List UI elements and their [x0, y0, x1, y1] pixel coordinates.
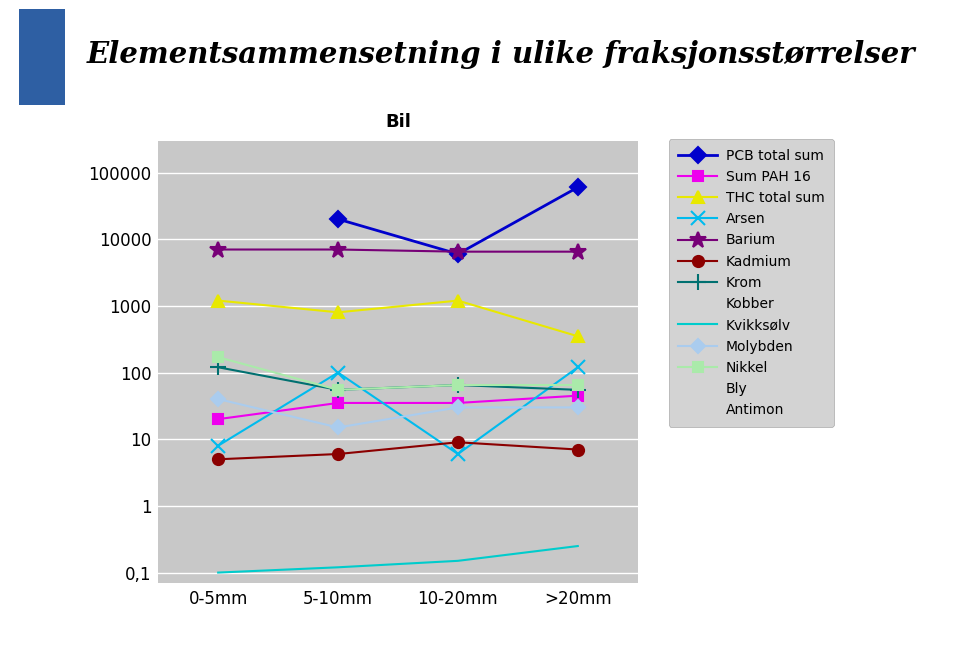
- Legend: PCB total sum, Sum PAH 16, THC total sum, Arsen, Barium, Kadmium, Krom, Kobber, : PCB total sum, Sum PAH 16, THC total sum…: [668, 139, 834, 427]
- Text: Elementsammensetning i ulike fraksjonsstørrelser: Elementsammensetning i ulike fraksjonsst…: [86, 40, 915, 69]
- Title: Bil: Bil: [386, 113, 410, 131]
- Bar: [19, 9, 65, 105]
